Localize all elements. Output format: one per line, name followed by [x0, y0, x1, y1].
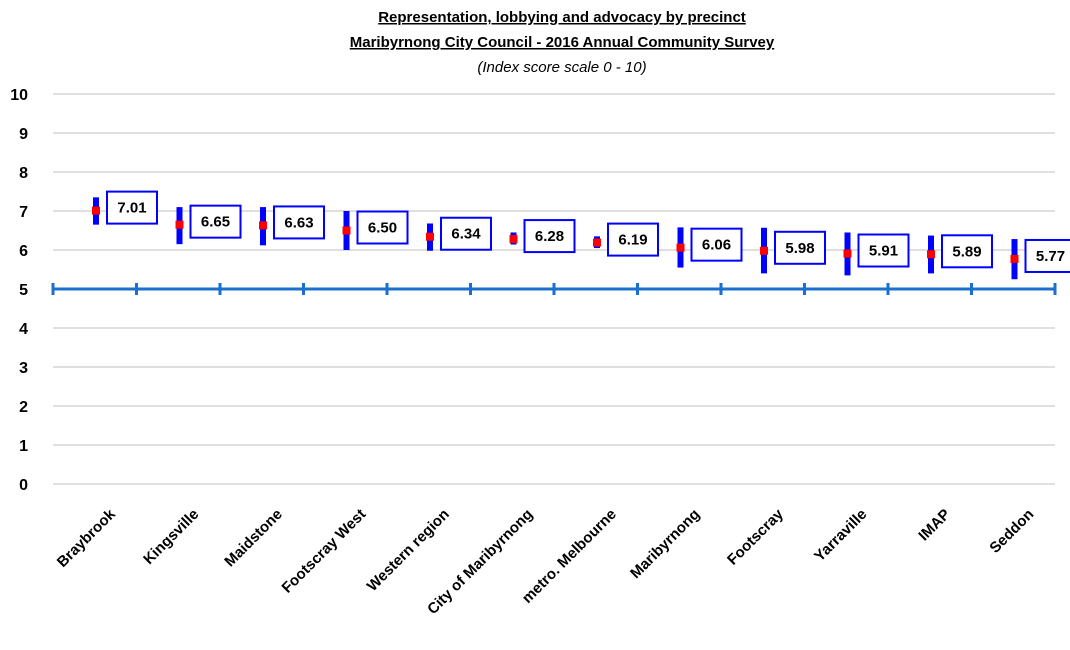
x-tick-label: metro. Melbourne	[519, 506, 620, 607]
data-label: 5.91	[869, 243, 898, 260]
data-label: 5.89	[952, 243, 981, 260]
data-point	[676, 243, 685, 252]
data-point	[927, 250, 935, 259]
x-tick-label: Footscray West	[279, 506, 370, 597]
data-label-box	[189, 204, 242, 239]
y-tick-label: 9	[19, 126, 28, 143]
x-tick-label: IMAP	[915, 506, 954, 545]
x-tick-label: Western region	[364, 506, 453, 595]
data-point	[259, 221, 267, 230]
data-label: 6.63	[284, 214, 313, 231]
data-label: 5.98	[785, 240, 814, 257]
data-point	[342, 226, 351, 235]
data-label: 7.01	[117, 200, 146, 217]
data-label-box	[857, 233, 910, 268]
x-tick-label: Maidstone	[221, 506, 285, 570]
x-tick-label: Yarraville	[811, 506, 870, 565]
data-label: 6.50	[368, 220, 397, 237]
y-tick-label: 7	[19, 204, 28, 221]
data-label: 6.06	[702, 237, 731, 254]
y-tick-label: 6	[19, 243, 28, 260]
data-point	[509, 235, 518, 244]
baseline-axis	[51, 283, 1057, 295]
chart-subtitle: (Index score scale 0 - 10)	[477, 59, 646, 76]
data-label-box	[356, 210, 409, 245]
data-point	[175, 220, 184, 229]
data-point	[426, 232, 434, 241]
y-tick-label: 4	[19, 321, 28, 338]
y-tick-label: 8	[19, 165, 28, 182]
data-label-box	[273, 205, 325, 240]
data-label-box	[440, 216, 492, 251]
chart-title-line1: Representation, lobbying and advocacy by…	[378, 9, 746, 26]
data-point	[593, 238, 601, 247]
data-marks: 7.01 6.65 6.63 6.50 6.34 6.28 6.19 6.06 5.98 5.91…	[92, 190, 1070, 280]
x-tick-label: Maribyrnong	[627, 506, 703, 582]
y-tick-label: 3	[19, 360, 28, 377]
data-label: 6.34	[451, 226, 481, 243]
y-tick-label: 10	[10, 87, 28, 104]
x-tick-label: Footscray	[724, 505, 787, 568]
data-label: 6.65	[201, 214, 230, 231]
data-label: 6.19	[618, 232, 647, 249]
data-label-box	[106, 190, 158, 225]
data-label-box	[1024, 238, 1070, 273]
chart-title-line2: Maribyrnong City Council - 2016 Annual C…	[350, 34, 775, 51]
y-tick-label: 0	[19, 477, 28, 494]
data-point	[760, 246, 768, 255]
data-point	[1010, 254, 1019, 263]
x-tick-label: Kingsville	[140, 506, 202, 568]
data-label-box	[523, 219, 576, 254]
data-label-box	[774, 230, 826, 265]
y-axis: 0 1 2 3 4 5 6 7 8 9 10	[10, 87, 28, 494]
x-tick-label: Seddon	[986, 506, 1037, 557]
data-label-box	[690, 227, 743, 262]
data-point	[92, 206, 100, 215]
data-label-box	[607, 222, 659, 257]
y-tick-label: 5	[19, 282, 28, 299]
data-label-box	[941, 234, 993, 269]
data-label: 6.28	[535, 228, 564, 245]
y-tick-label: 2	[19, 399, 28, 416]
y-tick-label: 1	[19, 438, 28, 455]
x-tick-label: Braybrook	[54, 505, 120, 571]
data-label: 5.77	[1036, 248, 1065, 265]
data-point	[843, 249, 852, 258]
